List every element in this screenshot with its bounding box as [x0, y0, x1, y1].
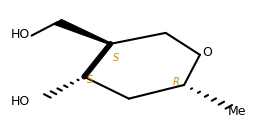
Text: R: R — [172, 77, 179, 87]
Text: O: O — [203, 46, 213, 59]
Text: S: S — [113, 53, 119, 63]
Text: HO: HO — [11, 95, 30, 108]
Text: HO: HO — [11, 28, 30, 41]
Polygon shape — [54, 20, 111, 44]
Text: Me: Me — [227, 105, 246, 118]
Text: S: S — [87, 75, 93, 85]
